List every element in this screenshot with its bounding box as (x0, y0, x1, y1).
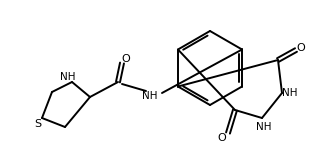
Text: NH: NH (142, 91, 158, 101)
Text: O: O (122, 54, 130, 64)
Text: O: O (218, 133, 226, 143)
Text: NH: NH (282, 88, 298, 98)
Text: NH: NH (60, 72, 76, 82)
Text: NH: NH (256, 122, 272, 132)
Text: O: O (297, 43, 305, 53)
Text: S: S (35, 119, 42, 129)
